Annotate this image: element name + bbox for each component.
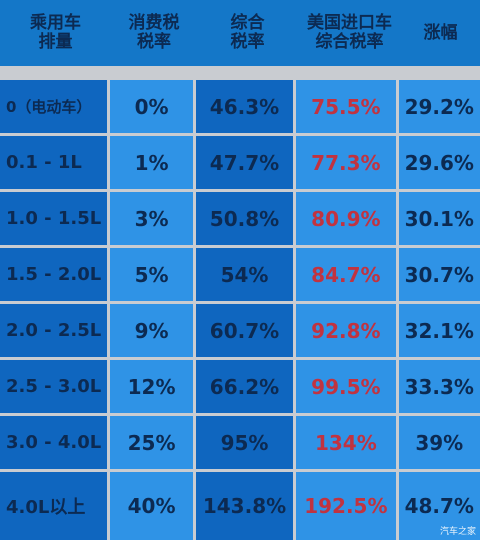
header-displacement: 乘用车 排量 [30, 13, 81, 52]
us-import-tax-cell: 77.3% [296, 136, 396, 189]
us-import-tax-cell: 192.5% [296, 472, 396, 540]
consumption-tax-cell: 12% [110, 360, 193, 413]
table-row: 3.0 - 4.0L 25% 95% 134% 39% [0, 416, 480, 469]
displacement-cell: 1.5 - 2.0L [0, 248, 108, 301]
displacement-cell: 2.0 - 2.5L [0, 304, 108, 357]
increase-cell: 48.7% [398, 472, 480, 540]
total-tax-cell: 66.2% [195, 360, 294, 413]
consumption-tax-cell: 40% [110, 472, 193, 540]
consumption-tax-cell: 1% [110, 136, 193, 189]
increase-cell: 39% [398, 416, 480, 469]
total-tax-cell: 60.7% [195, 304, 294, 357]
total-tax-cell: 47.7% [195, 136, 294, 189]
consumption-tax-cell: 25% [110, 416, 193, 469]
us-import-tax-cell: 84.7% [296, 248, 396, 301]
displacement-cell: 2.5 - 3.0L [0, 360, 108, 413]
increase-cell: 33.3% [398, 360, 480, 413]
header-divider [0, 66, 480, 80]
watermark-text: 汽车之家 [439, 527, 476, 537]
increase-cell: 30.7% [398, 248, 480, 301]
consumption-tax-cell: 3% [110, 192, 193, 245]
header-increase: 涨幅 [423, 22, 458, 43]
us-import-tax-cell: 134% [296, 416, 396, 469]
total-tax-cell: 50.8% [195, 192, 294, 245]
table-row: 1.0 - 1.5L 3% 50.8% 80.9% 30.1% [0, 192, 480, 245]
table-row: 1.5 - 2.0L 5% 54% 84.7% 30.7% [0, 248, 480, 301]
total-tax-cell: 143.8% [195, 472, 294, 540]
us-import-tax-cell: 92.8% [296, 304, 396, 357]
us-import-tax-cell: 75.5% [296, 80, 396, 133]
total-tax-cell: 46.3% [195, 80, 294, 133]
increase-cell: 29.6% [398, 136, 480, 189]
table-row: 0.1 - 1L 1% 47.7% 77.3% 29.6% [0, 136, 480, 189]
displacement-cell: 0（电动车） [0, 80, 108, 133]
increase-cell: 29.2% [398, 80, 480, 133]
displacement-cell: 3.0 - 4.0L [0, 416, 108, 469]
table-row: 4.0L以上 40% 143.8% 192.5% 48.7% [0, 472, 480, 540]
header-consumption-tax: 消费税 税率 [128, 13, 180, 52]
consumption-tax-cell: 5% [110, 248, 193, 301]
total-tax-cell: 95% [195, 416, 294, 469]
table-row: 2.5 - 3.0L 12% 66.2% 99.5% 33.3% [0, 360, 480, 413]
consumption-tax-cell: 9% [110, 304, 193, 357]
us-import-tax-cell: 99.5% [296, 360, 396, 413]
table-row: 2.0 - 2.5L 9% 60.7% 92.8% 32.1% [0, 304, 480, 357]
increase-cell: 30.1% [398, 192, 480, 245]
tax-table: 0（电动车） 0% 46.3% 75.5% 29.2% 0.1 - 1L 1% … [0, 80, 480, 540]
table-row: 0（电动车） 0% 46.3% 75.5% 29.2% [0, 80, 480, 133]
increase-cell: 32.1% [398, 304, 480, 357]
displacement-cell: 0.1 - 1L [0, 136, 108, 189]
displacement-cell: 1.0 - 1.5L [0, 192, 108, 245]
header-us-import-tax: 美国进口车 综合税率 [307, 13, 392, 52]
header-total-tax: 综合 税率 [230, 13, 265, 52]
displacement-cell: 4.0L以上 [0, 472, 108, 540]
consumption-tax-cell: 0% [110, 80, 193, 133]
table-header: 乘用车 排量 消费税 税率 综合 税率 美国进口车 综合税率 涨幅 [0, 0, 480, 66]
us-import-tax-cell: 80.9% [296, 192, 396, 245]
total-tax-cell: 54% [195, 248, 294, 301]
